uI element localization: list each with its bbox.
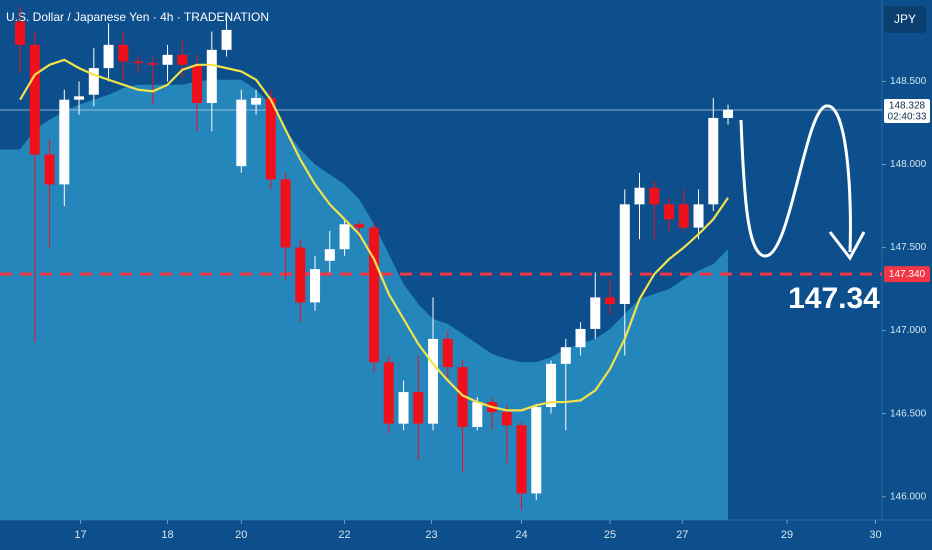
candle-body xyxy=(708,117,719,205)
candle-body xyxy=(575,328,586,348)
candle-body xyxy=(383,362,394,424)
candle-body xyxy=(103,44,114,69)
candle-body xyxy=(15,21,26,45)
band-area xyxy=(0,79,729,520)
candle-body xyxy=(280,179,291,248)
last-price-tag xyxy=(884,98,930,123)
candle-body xyxy=(590,297,601,329)
candle-body xyxy=(162,54,173,65)
y-tick-label: 147.000 xyxy=(890,325,927,336)
x-tick-label: 30 xyxy=(869,529,881,541)
y-tick-label: 146.000 xyxy=(890,491,927,502)
y-tick-label: 147.500 xyxy=(890,242,927,253)
candle-body xyxy=(324,249,335,261)
y-tick-label: 148.500 xyxy=(890,76,927,87)
candle-body xyxy=(457,367,468,427)
candle-body xyxy=(619,204,630,305)
candle-body xyxy=(251,98,262,105)
candle-body xyxy=(723,109,734,118)
candle-body xyxy=(649,187,660,205)
candle-body xyxy=(664,204,675,220)
candle-body xyxy=(265,98,276,180)
currency-label[interactable]: JPY xyxy=(894,12,916,26)
candle-body xyxy=(531,407,542,494)
candle-body xyxy=(413,392,424,424)
candle-body xyxy=(44,154,55,185)
forecast-arrow xyxy=(739,104,852,258)
target-annotation: 147.34 xyxy=(788,282,880,315)
target-tag xyxy=(884,266,930,283)
y-tick-label: 148.000 xyxy=(890,159,927,170)
candle-body xyxy=(192,64,203,104)
candle-body xyxy=(88,68,99,95)
candle-body xyxy=(221,29,232,50)
x-tick-label: 24 xyxy=(515,529,527,541)
x-tick-label: 22 xyxy=(338,529,350,541)
candle-body xyxy=(472,402,483,427)
candle-body xyxy=(147,63,158,65)
candle-body xyxy=(295,247,306,303)
candle-body xyxy=(354,224,365,228)
chart-title: U.S. Dollar / Japanese Yen · 4h · TRADEN… xyxy=(6,10,269,24)
arrow-head xyxy=(828,231,866,261)
candle-body xyxy=(236,99,247,167)
candle-body xyxy=(177,54,188,65)
candle-body xyxy=(339,224,350,250)
x-tick-label: 25 xyxy=(604,529,616,541)
x-tick-label: 29 xyxy=(781,529,793,541)
y-tick-label: 146.500 xyxy=(890,408,927,419)
candle-body xyxy=(310,269,321,303)
currency-button[interactable] xyxy=(884,6,926,33)
x-tick-label: 17 xyxy=(74,529,86,541)
candle-body xyxy=(560,347,571,364)
candle-body xyxy=(428,338,439,424)
candle-body xyxy=(442,338,453,368)
candle-body xyxy=(74,96,85,100)
candle-body xyxy=(693,204,704,228)
ma-line xyxy=(19,58,729,412)
candle-body xyxy=(516,425,527,494)
last-price-label: 148.328 xyxy=(889,101,926,112)
candle-body xyxy=(605,297,616,305)
candle-body xyxy=(546,363,557,408)
x-tick-label: 27 xyxy=(676,529,688,541)
countdown-label: 02:40:33 xyxy=(888,112,927,123)
candle-body xyxy=(59,99,70,185)
candle-body xyxy=(501,412,512,426)
candle-body xyxy=(634,187,645,205)
target-tag-label: 147.340 xyxy=(889,269,926,280)
candle-body xyxy=(29,44,40,155)
x-tick-label: 20 xyxy=(235,529,247,541)
x-tick-label: 23 xyxy=(425,529,437,541)
candle-body xyxy=(678,204,689,228)
candle-body xyxy=(369,227,380,363)
candle-body xyxy=(118,44,129,62)
x-tick-label: 18 xyxy=(161,529,173,541)
candle-body xyxy=(206,49,217,104)
candle-body xyxy=(398,392,409,424)
candle-body xyxy=(133,61,144,64)
